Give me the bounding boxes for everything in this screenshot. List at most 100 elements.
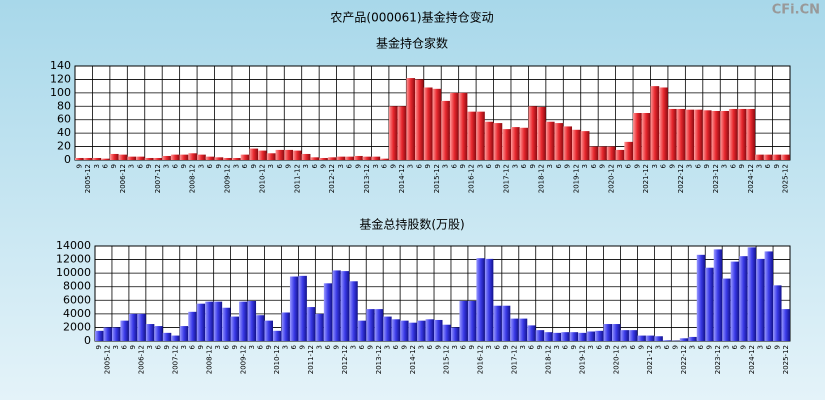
x-tick-label: 6: [485, 163, 493, 168]
bar: [586, 331, 596, 341]
x-tick-label: 6: [222, 344, 230, 349]
bar: [111, 327, 121, 341]
bar: [432, 88, 442, 160]
bar: [136, 156, 145, 160]
y-tick-label: 140: [50, 59, 71, 72]
x-tick-label: 3: [546, 164, 554, 168]
x-tick-label: 2013-12: [375, 345, 383, 374]
x-tick-label: 3: [407, 164, 415, 168]
x-tick-label: 2019-12: [578, 345, 586, 374]
bar: [746, 108, 756, 160]
bar: [696, 254, 706, 341]
bar: [380, 158, 389, 160]
bar: [249, 148, 259, 160]
bar: [374, 309, 384, 341]
bar: [667, 108, 677, 160]
bar: [720, 110, 729, 160]
bar: [205, 301, 214, 341]
x-tick-label: 2014-12: [398, 164, 406, 193]
bar: [441, 100, 450, 160]
bar: [366, 309, 375, 341]
x-tick-label: 2024-12: [748, 345, 756, 374]
bar: [196, 303, 206, 341]
bar: [493, 305, 502, 341]
bar: [645, 335, 655, 341]
bar: [650, 86, 660, 160]
chart-title: 基金总持股数(万股): [359, 217, 464, 232]
bar: [315, 313, 324, 341]
x-tick-label: 9: [110, 164, 118, 168]
x-tick-label: 3: [553, 345, 561, 349]
bar: [109, 153, 119, 160]
x-tick-label: 2007-12: [172, 345, 180, 374]
x-tick-label: 9: [285, 164, 293, 168]
x-tick-label: 6: [290, 344, 298, 349]
bar: [179, 154, 189, 160]
x-tick-label: 6: [381, 163, 389, 168]
x-tick-label: 3: [214, 345, 222, 349]
bar: [83, 157, 93, 160]
x-tick-label: 9: [672, 345, 680, 349]
bar: [518, 318, 528, 341]
bar: [137, 313, 146, 341]
y-tick-label: 120: [50, 72, 71, 85]
x-tick-label: 3: [112, 345, 120, 349]
x-tick-label: 9: [75, 164, 83, 168]
bar: [92, 157, 102, 160]
x-tick-label: 9: [424, 164, 432, 168]
bar: [323, 283, 333, 341]
bar: [127, 156, 137, 160]
x-tick-label: 2011-12: [307, 345, 315, 374]
bar: [362, 156, 372, 160]
bar: [400, 320, 409, 341]
x-tick-label: 9: [299, 345, 307, 349]
x-tick-label: 9: [633, 164, 641, 168]
bar: [702, 110, 712, 160]
x-tick-label: 6: [136, 163, 144, 168]
bar: [434, 319, 443, 341]
bar: [298, 275, 307, 341]
x-tick-label: 9: [638, 345, 646, 349]
bar: [423, 87, 433, 160]
x-tick-label: 6: [694, 163, 702, 168]
bar: [450, 327, 460, 341]
y-tick-label: 6000: [63, 293, 91, 306]
x-tick-label: 2020-12: [607, 164, 615, 193]
bar: [662, 340, 672, 341]
bar: [371, 156, 381, 160]
x-tick-label: 3: [686, 164, 694, 168]
bar: [484, 121, 494, 160]
bar: [319, 157, 328, 160]
x-tick-label: 6: [765, 344, 773, 349]
bar: [458, 92, 468, 160]
x-tick-label: 2018-12: [544, 345, 552, 374]
bar: [620, 330, 629, 341]
bar: [459, 300, 468, 341]
bar: [120, 320, 129, 341]
bar: [747, 247, 757, 341]
x-tick-label: 6: [324, 344, 332, 349]
bar: [641, 113, 651, 160]
bar: [213, 301, 223, 341]
bar: [781, 309, 790, 341]
x-tick-label: 3: [755, 164, 763, 168]
x-tick-label: 3: [511, 164, 519, 168]
x-tick-label: 2022-12: [680, 345, 688, 374]
y-tick-label: 0: [64, 153, 71, 166]
bar: [510, 318, 519, 341]
x-tick-label: 6: [188, 344, 196, 349]
bar: [476, 111, 485, 160]
bar: [628, 330, 638, 341]
bar: [578, 332, 587, 341]
bar: [275, 149, 285, 160]
y-tick-label: 80: [57, 99, 71, 112]
x-tick-label: 6: [729, 163, 737, 168]
x-tick-label: 3: [581, 164, 589, 168]
x-tick-label: 3: [689, 345, 697, 349]
bar: [493, 123, 503, 160]
x-tick-label: 9: [705, 345, 713, 349]
bar: [266, 153, 276, 160]
x-tick-label: 3: [128, 164, 136, 168]
bar: [633, 113, 642, 160]
bar: [417, 320, 426, 341]
